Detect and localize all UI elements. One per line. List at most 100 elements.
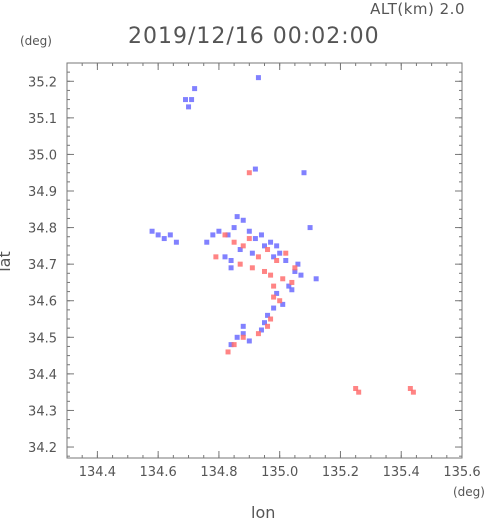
data-point xyxy=(183,97,188,103)
data-point xyxy=(240,323,246,329)
data-point xyxy=(262,320,267,326)
data-point xyxy=(216,228,222,234)
data-point xyxy=(161,236,167,242)
data-point xyxy=(268,272,274,278)
data-point xyxy=(255,254,261,260)
data-point xyxy=(307,225,313,231)
data-point xyxy=(249,250,255,256)
data-point xyxy=(262,243,267,249)
data-point xyxy=(240,243,246,249)
chart-title: 2019/12/16 00:02:00 xyxy=(128,24,380,49)
data-point xyxy=(265,247,271,253)
data-point xyxy=(231,225,237,231)
data-point xyxy=(258,327,264,333)
data-point xyxy=(353,386,359,392)
data-point xyxy=(234,214,240,220)
data-point xyxy=(186,104,192,110)
altitude-label: ALT(km) 2.0 xyxy=(370,0,465,18)
y-tick-label: 35.0 xyxy=(28,148,57,163)
data-point xyxy=(231,239,237,245)
data-point xyxy=(255,331,261,337)
x-tick-label: 134.8 xyxy=(200,465,237,480)
y-tick-label: 34.4 xyxy=(28,368,57,383)
x-axis-unit: (deg) xyxy=(453,485,485,499)
data-point xyxy=(240,331,246,337)
data-point xyxy=(265,323,271,329)
data-point xyxy=(234,334,240,340)
x-axis-label: lon xyxy=(251,503,276,522)
data-point xyxy=(280,276,286,282)
x-tick-label: 135.6 xyxy=(443,465,480,480)
data-point xyxy=(237,261,243,267)
y-axis-unit: (deg) xyxy=(20,34,52,48)
data-point xyxy=(283,258,289,263)
data-point xyxy=(149,228,155,234)
data-point xyxy=(240,217,246,223)
data-point xyxy=(189,97,195,103)
data-point xyxy=(277,250,283,256)
data-point xyxy=(240,334,246,340)
data-point xyxy=(258,232,264,238)
data-point xyxy=(268,316,274,322)
x-tick-label: 135.0 xyxy=(261,465,298,480)
data-point xyxy=(222,254,228,260)
data-point xyxy=(410,389,416,395)
data-point xyxy=(228,342,234,348)
data-point xyxy=(249,265,255,271)
x-tick-label: 134.6 xyxy=(140,465,177,480)
y-tick-label: 34.7 xyxy=(28,258,57,273)
data-point xyxy=(225,232,231,238)
data-point xyxy=(246,228,252,234)
x-tick-label: 134.4 xyxy=(79,465,116,480)
data-point xyxy=(246,170,252,176)
y-tick-label: 34.3 xyxy=(28,404,57,419)
data-point xyxy=(222,232,228,238)
data-point xyxy=(313,276,319,282)
data-point xyxy=(255,75,261,81)
y-tick-label: 34.8 xyxy=(28,222,57,237)
y-tick-label: 35.1 xyxy=(28,112,57,127)
data-point xyxy=(246,236,252,242)
y-tick-label: 34.9 xyxy=(28,185,57,200)
x-tick-label: 135.4 xyxy=(383,465,420,480)
y-tick-label: 35.2 xyxy=(28,75,57,90)
data-point xyxy=(407,386,413,392)
data-point xyxy=(298,272,304,278)
data-point xyxy=(173,239,179,245)
data-point xyxy=(274,290,280,296)
x-tick-label: 135.2 xyxy=(322,465,359,480)
data-point xyxy=(295,261,301,267)
data-point xyxy=(167,232,173,238)
data-point xyxy=(225,349,231,355)
data-point xyxy=(204,239,210,245)
data-point xyxy=(271,254,277,260)
y-tick-label: 34.5 xyxy=(28,331,57,346)
plot-frame xyxy=(66,62,463,459)
y-tick-label: 34.2 xyxy=(28,441,57,456)
data-point xyxy=(277,298,283,304)
data-point xyxy=(231,342,237,348)
data-point xyxy=(283,250,289,256)
data-point xyxy=(301,170,307,176)
data-point xyxy=(271,294,277,300)
data-point xyxy=(289,287,295,293)
y-tick-label: 34.6 xyxy=(28,295,57,310)
data-point xyxy=(237,247,243,253)
data-point xyxy=(228,258,234,263)
data-point xyxy=(246,338,252,344)
data-point xyxy=(274,243,280,249)
data-point xyxy=(210,232,216,238)
data-point xyxy=(268,239,274,245)
data-point xyxy=(292,265,298,271)
data-point xyxy=(289,279,295,285)
data-point xyxy=(213,254,219,260)
data-point xyxy=(265,312,271,318)
data-point xyxy=(271,283,277,289)
data-point xyxy=(271,305,277,311)
data-point xyxy=(280,301,286,307)
data-point xyxy=(262,268,267,274)
data-point xyxy=(252,236,258,242)
data-point xyxy=(356,389,362,395)
data-point xyxy=(228,265,234,271)
